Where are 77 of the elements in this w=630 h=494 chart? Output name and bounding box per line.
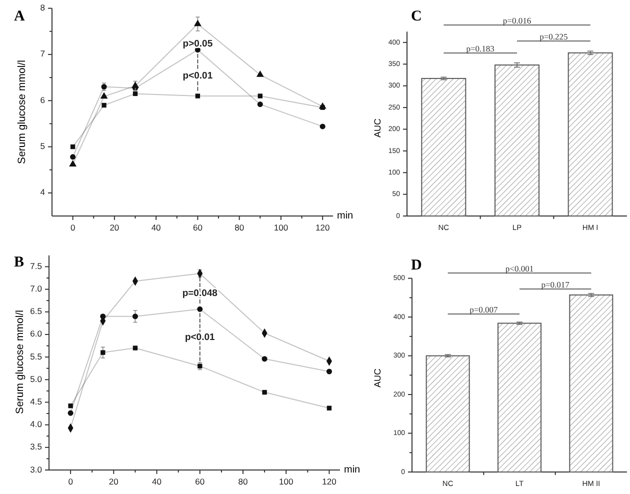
annotation: p=0.183 [466,44,494,54]
y-tick-label: 4.0 [30,419,42,430]
point [262,356,268,362]
text: p<0.001 [505,264,534,274]
y-tick-label: 7 [40,48,46,59]
annotation: p<0.01 [182,70,214,82]
x-tick-label: 60 [192,222,203,232]
y-tick-label: 7.0 [30,284,42,294]
y-tick-label: 6 [40,94,46,105]
point [194,20,202,26]
y-tick-label: 8 [40,2,46,13]
y-axis-title: AUC [372,118,382,138]
point [256,70,264,77]
y-tick-label: 4.5 [30,396,42,406]
point [197,306,203,312]
point [102,102,106,108]
point [70,154,76,160]
bar [498,322,542,472]
y-axis-title: Serum glucose mmol/l [16,60,28,164]
chart-title: B [14,254,24,270]
point [70,144,76,150]
annotation: p=0.017 [541,280,570,290]
y-tick-label: 5.5 [30,351,42,362]
point [257,102,263,108]
x-tick-label: 80 [238,476,248,486]
point [68,410,74,416]
y-tick-label: 7.5 [30,260,42,271]
point [132,82,139,88]
y-tick-label: 6.0 [30,328,42,339]
x-tick-label: 0 [70,222,76,232]
annotation: p=0.007 [470,304,498,314]
point [326,368,332,374]
annotation: p=0.048 [182,288,218,299]
y-tick-label: 6.5 [30,306,42,316]
point [262,390,267,395]
x-tick-label: 100 [279,476,294,486]
y-tick-label: 3.5 [30,442,42,452]
bar [426,355,470,472]
x-tick-label: 40 [151,222,162,232]
point [320,124,326,130]
point [258,94,262,98]
point [326,406,332,410]
chart-title: D [411,257,422,274]
y-tick-label: 5.0 [30,374,42,384]
x-tick-label: 20 [108,476,119,486]
annotation: p>0.05 [182,38,214,50]
x-tick-label: 40 [152,476,162,486]
annotation: p=0.225 [540,32,568,42]
x-tick-label: 20 [110,222,120,232]
point [68,404,73,408]
y-tick-label: 3.0 [30,464,42,474]
x-axis-title: min [344,464,360,476]
bar [421,78,466,216]
x-axis-title: min [337,210,354,222]
point [132,346,138,350]
bar [568,52,613,216]
point [100,350,106,355]
point [69,160,77,166]
annotation: p<0.01 [184,332,216,344]
y-axis-title: Serum glucose mmol/l [14,310,26,414]
x-tick-label: 120 [316,222,330,232]
bar [494,64,540,216]
point [318,102,326,109]
chart-title: C [411,8,422,24]
chart-title: A [14,8,25,24]
x-tick-label: 120 [322,476,337,486]
x-tick-label: 60 [195,476,205,486]
text: p=0.016 [502,16,532,26]
x-tick-label: 0 [68,476,74,486]
x-tick-label: 100 [274,222,288,232]
y-tick-label: 5 [40,141,46,152]
point [195,94,200,98]
y-tick-label: 4 [40,187,46,198]
bar [569,294,614,472]
x-tick-label: 80 [234,222,244,232]
point [132,314,138,320]
y-axis-title: AUC [372,368,382,388]
